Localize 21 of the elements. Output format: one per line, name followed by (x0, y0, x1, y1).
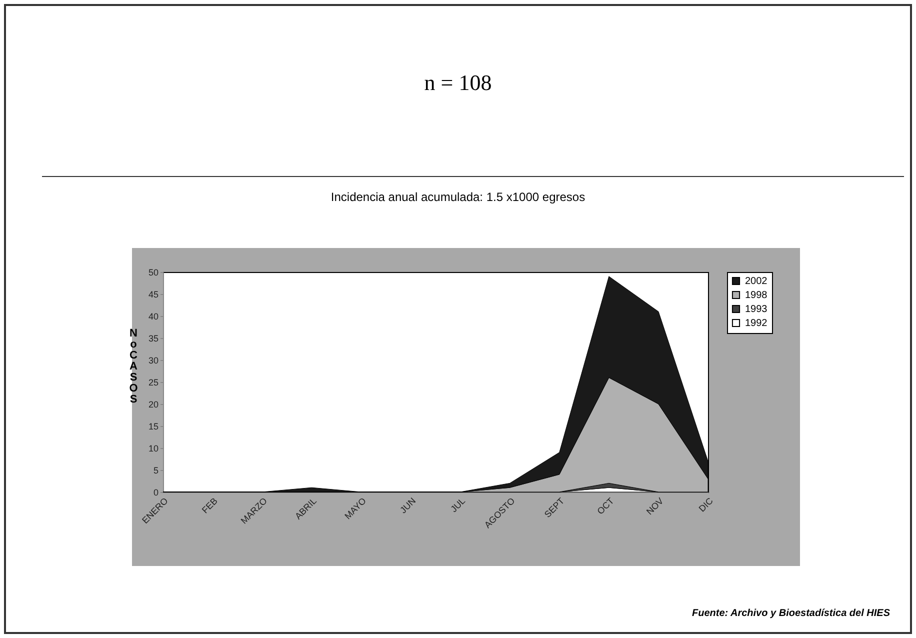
y-tick-label: 30 (148, 356, 158, 366)
y-tick-label: 35 (148, 334, 158, 344)
y-axis-title: No CASOS (129, 328, 138, 406)
x-tick-label: DIC (696, 495, 716, 514)
y-tick-label: 25 (148, 378, 158, 388)
legend-label: 2002 (745, 276, 768, 287)
source-note: Fuente: Archivo y Bioestadística del HIES (692, 608, 890, 619)
y-tick-label: 40 (148, 312, 158, 322)
chart-title: n = 108 (423, 70, 493, 96)
legend-label: 1992 (745, 318, 768, 329)
y-tick-label: 5 (153, 466, 158, 476)
y-tick-label: 50 (148, 268, 158, 278)
x-tick-label: JUL (448, 496, 468, 514)
chart-subtitle: Incidencia anual acumulada: 1.5 x1000 egresos (330, 190, 586, 204)
y-tick-label: 0 (153, 488, 158, 498)
y-tick-label: 20 (148, 400, 158, 410)
y-tick-label: 10 (148, 444, 158, 454)
legend-label: 1993 (745, 304, 768, 315)
y-tick-label: 15 (148, 422, 158, 432)
y-tick-label: 45 (148, 290, 158, 300)
legend-label: 1998 (745, 290, 768, 301)
